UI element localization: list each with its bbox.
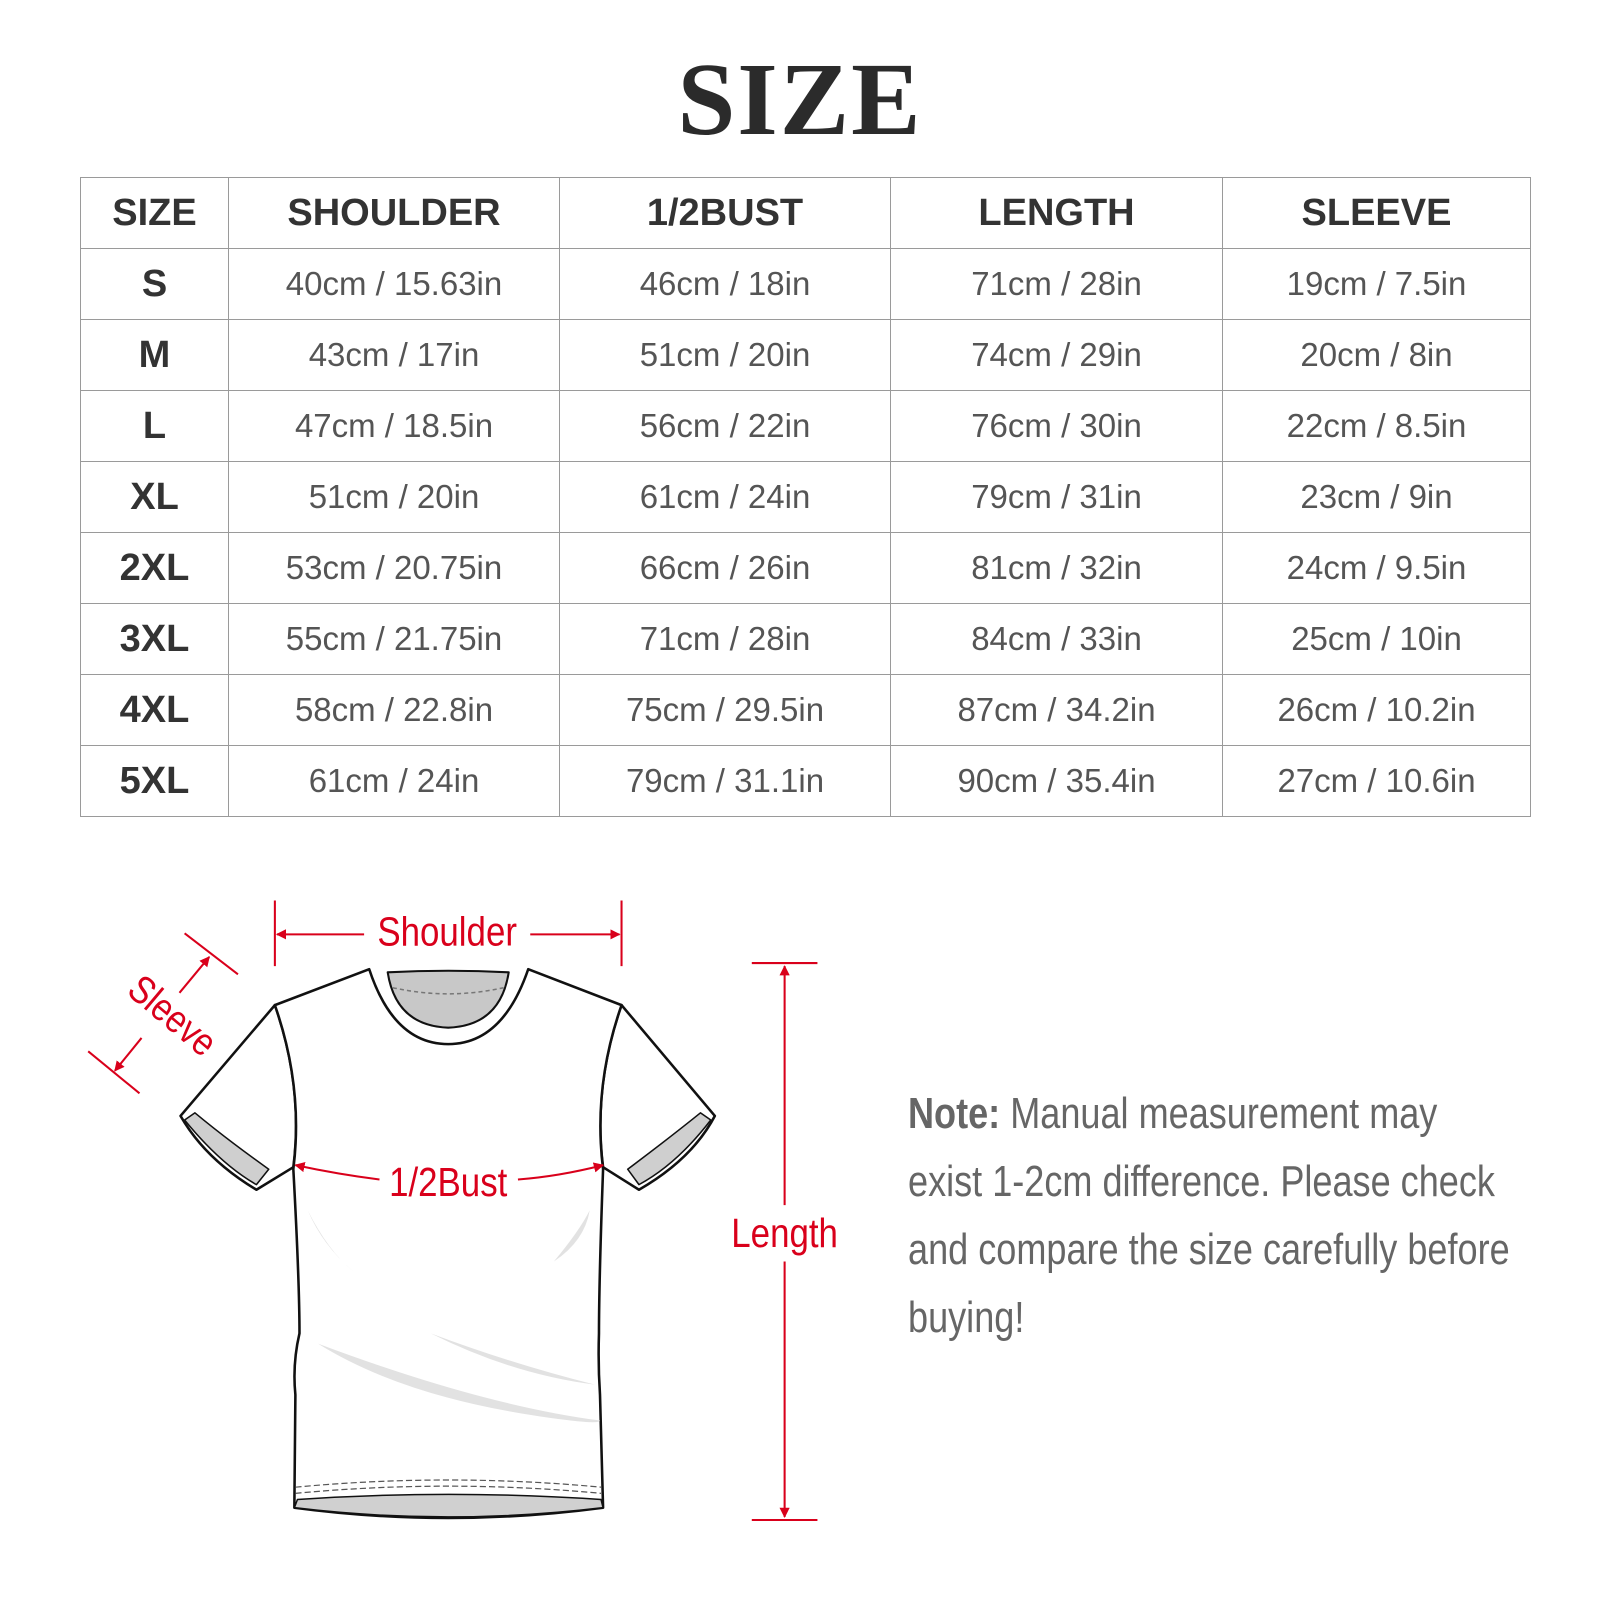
cell-bust: 75cm / 29.5in [559, 674, 891, 746]
cell-size: M [80, 319, 229, 391]
cell-sleeve: 22cm / 8.5in [1222, 390, 1531, 462]
table-row: L 47cm / 18.5in 56cm / 22in 76cm / 30in 22cm… [80, 390, 1531, 462]
cell-bust: 61cm / 24in [559, 461, 891, 533]
table-row: 5XL 61cm / 24in 79cm / 31.1in 90cm / 35.4in… [80, 745, 1531, 817]
cell-bust: 71cm / 28in [559, 603, 891, 675]
table-row: 3XL 55cm / 21.75in 71cm / 28in 84cm / 33in 2… [80, 603, 1531, 675]
cell-length: 81cm / 32in [890, 532, 1223, 604]
note-body: Manual measurement may exist 1-2cm diffe… [908, 1089, 1510, 1342]
bust-label: 1/2Bust [389, 1160, 508, 1205]
cell-bust: 79cm / 31.1in [559, 745, 891, 817]
cell-length: 76cm / 30in [890, 390, 1223, 462]
bust-measure [294, 1162, 605, 1181]
cell-sleeve: 27cm / 10.6in [1222, 745, 1531, 817]
cell-size: L [80, 390, 229, 462]
cell-sleeve: 23cm / 9in [1222, 461, 1531, 533]
cell-length: 71cm / 28in [890, 248, 1223, 320]
shoulder-label: Shoulder [377, 910, 517, 955]
table-header-row: SIZE SHOULDER 1/2BUST LENGTH SLEEVE [80, 177, 1531, 249]
cell-sleeve: 19cm / 7.5in [1222, 248, 1531, 320]
length-measure [751, 962, 818, 1522]
page-title: SIZE [677, 42, 923, 157]
shoulder-measure [273, 900, 623, 967]
cell-size: S [80, 248, 229, 320]
table-row: XL 51cm / 20in 61cm / 24in 79cm / 31in 23cm … [80, 461, 1531, 533]
size-table: SIZE SHOULDER 1/2BUST LENGTH SLEEVE S 40c… [80, 177, 1531, 817]
header-bust: 1/2BUST [559, 177, 891, 249]
tshirt-icon [179, 967, 717, 1520]
cell-shoulder: 58cm / 22.8in [228, 674, 560, 746]
cell-length: 84cm / 33in [890, 603, 1223, 675]
table-row: 4XL 58cm / 22.8in 75cm / 29.5in 87cm / 34.2… [80, 674, 1531, 746]
cell-sleeve: 20cm / 8in [1222, 319, 1531, 391]
cell-shoulder: 43cm / 17in [228, 319, 560, 391]
cell-sleeve: 24cm / 9.5in [1222, 532, 1531, 604]
header-size: SIZE [80, 177, 229, 249]
cell-shoulder: 53cm / 20.75in [228, 532, 560, 604]
cell-sleeve: 25cm / 10in [1222, 603, 1531, 675]
note-label: Note: [908, 1089, 1001, 1138]
cell-shoulder: 40cm / 15.63in [228, 248, 560, 320]
cell-bust: 66cm / 26in [559, 532, 891, 604]
cell-shoulder: 51cm / 20in [228, 461, 560, 533]
cell-size: XL [80, 461, 229, 533]
cell-shoulder: 61cm / 24in [228, 745, 560, 817]
cell-length: 74cm / 29in [890, 319, 1223, 391]
sleeve-label: Sleeve [120, 966, 226, 1065]
table-row: M 43cm / 17in 51cm / 20in 74cm / 29in 20cm /… [80, 319, 1531, 391]
cell-size: 3XL [80, 603, 229, 675]
note-text: Note: Manual measurement may exist 1-2cm… [908, 1080, 1515, 1352]
cell-size: 5XL [80, 745, 229, 817]
cell-bust: 46cm / 18in [559, 248, 891, 320]
length-label: Length [731, 1212, 838, 1257]
header-sleeve: SLEEVE [1222, 177, 1531, 249]
cell-bust: 56cm / 22in [559, 390, 891, 462]
table-row: S 40cm / 15.63in 46cm / 18in 71cm / 28in 19c… [80, 248, 1531, 320]
cell-shoulder: 55cm / 21.75in [228, 603, 560, 675]
cell-length: 90cm / 35.4in [890, 745, 1223, 817]
cell-size: 4XL [80, 674, 229, 746]
header-length: LENGTH [890, 177, 1223, 249]
cell-sleeve: 26cm / 10.2in [1222, 674, 1531, 746]
sleeve-measure [87, 932, 239, 1095]
table-row: 2XL 53cm / 20.75in 66cm / 26in 81cm / 32in 2… [80, 532, 1531, 604]
